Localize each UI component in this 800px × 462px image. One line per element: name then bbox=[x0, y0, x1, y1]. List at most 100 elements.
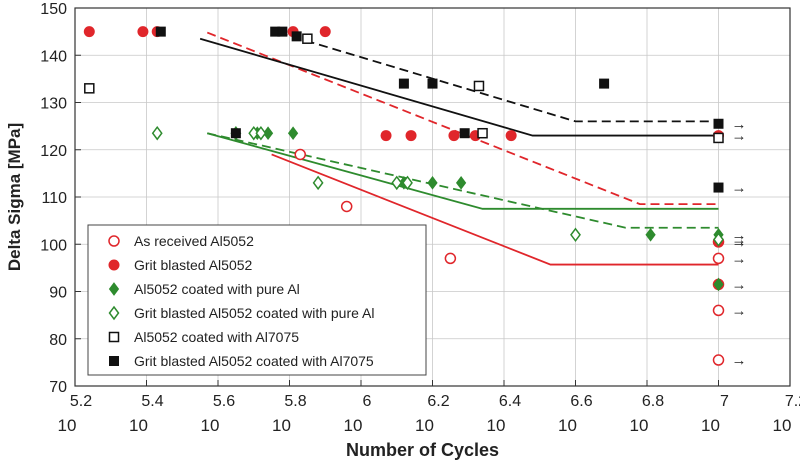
point-grit-blasted-al5052-coated-with-pure-al bbox=[402, 175, 413, 191]
fit-line-grit-blasted-al5052-coated-with-pure-al bbox=[207, 132, 719, 229]
point-al5052-coated-with-pure-al bbox=[455, 175, 467, 190]
runout-arrow: → bbox=[732, 276, 747, 293]
point-al5052-coated-with-al7075 bbox=[302, 33, 313, 44]
x-tick-base: 10 bbox=[129, 416, 148, 435]
point-grit-blasted-al5052-coated-with-al7075 bbox=[713, 182, 724, 193]
point-grit-blasted-al5052 bbox=[505, 130, 517, 142]
point-grit-blasted-al5052-coated-with-al7075 bbox=[277, 26, 288, 37]
point-al5052-coated-with-pure-al bbox=[287, 126, 299, 141]
fit-line-al5052-coated-with-al7075 bbox=[278, 31, 719, 123]
x-tick-exponent: 6.8 bbox=[642, 393, 664, 410]
x-tick-exponent: 7 bbox=[720, 393, 729, 410]
point-grit-blasted-al5052 bbox=[448, 130, 460, 142]
point-as-received-al5052 bbox=[712, 354, 725, 366]
fit-line-as-received-al5052 bbox=[271, 153, 719, 266]
x-tick-exponent: 6.4 bbox=[499, 393, 521, 410]
y-tick-label: 90 bbox=[49, 285, 67, 302]
x-tick-exponent: 5.4 bbox=[141, 393, 163, 410]
legend-box bbox=[87, 224, 427, 376]
point-grit-blasted-al5052 bbox=[405, 130, 417, 142]
point-grit-blasted-al5052-coated-with-pure-al bbox=[391, 175, 403, 191]
runout-arrow: → bbox=[732, 352, 747, 369]
x-tick-base: 10 bbox=[487, 416, 506, 435]
x-tick-exponent: 6.6 bbox=[570, 393, 592, 410]
point-grit-blasted-al5052 bbox=[380, 130, 392, 142]
x-tick-base: 10 bbox=[344, 416, 363, 435]
y-tick-label: 140 bbox=[40, 48, 67, 65]
runout-arrow: → bbox=[732, 116, 747, 133]
legend-marker-al5052-coated-with-al7075 bbox=[108, 331, 120, 343]
x-tick-exponent: 6 bbox=[363, 393, 372, 410]
fit-line-al5052-coated-with-pure-al bbox=[207, 132, 719, 210]
plot-frame bbox=[74, 7, 791, 387]
point-grit-blasted-al5052-coated-with-al7075 bbox=[427, 78, 438, 89]
x-tick-exponent: 5.6 bbox=[213, 393, 235, 410]
runout-arrow: → bbox=[732, 302, 747, 319]
x-tick-base: 10 bbox=[201, 416, 220, 435]
y-tick-label: 110 bbox=[41, 190, 67, 207]
point-al5052-coated-with-pure-al bbox=[427, 175, 438, 190]
point-al5052-coated-with-pure-al bbox=[645, 227, 656, 242]
runout-arrow: → bbox=[732, 232, 747, 249]
point-grit-blasted-al5052-coated-with-al7075 bbox=[713, 118, 724, 129]
runout-arrow: → bbox=[732, 180, 747, 197]
x-tick-base: 10 bbox=[701, 416, 720, 435]
x-tick-exponent: 6.2 bbox=[427, 393, 449, 410]
y-tick-label: 120 bbox=[40, 143, 67, 160]
fit-line-grit-blasted-al5052-coated-with-al7075 bbox=[199, 37, 719, 137]
point-grit-blasted-al5052-coated-with-pure-al bbox=[151, 125, 163, 141]
legend-marker-grit-blasted-al5052 bbox=[108, 259, 120, 271]
point-grit-blasted-al5052-coated-with-al7075 bbox=[155, 26, 166, 37]
y-tick-label: 100 bbox=[40, 237, 67, 254]
x-tick-base: 10 bbox=[415, 416, 434, 435]
legend-label-grit-blasted-al5052: Grit blasted Al5052 bbox=[134, 257, 253, 273]
y-tick-label: 80 bbox=[49, 332, 67, 349]
x-tick-base: 10 bbox=[558, 416, 577, 435]
point-grit-blasted-al5052-coated-with-pure-al bbox=[713, 232, 724, 247]
y-tick-label: 150 bbox=[40, 1, 67, 18]
legend-marker-grit-blasted-al5052-coated-with-al7075 bbox=[109, 356, 119, 366]
point-grit-blasted-al5052-coated-with-pure-al bbox=[570, 227, 581, 243]
x-axis-label: Number of Cycles bbox=[346, 440, 499, 460]
point-grit-blasted-al5052 bbox=[137, 26, 149, 38]
legend-marker-grit-blasted-al5052-coated-with-pure-al bbox=[108, 305, 120, 321]
point-as-received-al5052 bbox=[444, 252, 457, 265]
runout-arrow: → bbox=[732, 128, 747, 145]
y-tick-labels: 70 80 90 100 110 120 130 140 150 bbox=[40, 1, 67, 396]
y-axis-label: Delta Sigma [MPa] bbox=[5, 123, 24, 271]
x-tick-exponent: 7.2 bbox=[785, 393, 800, 410]
legend-label-al5052-coated-with-al7075: Al5052 coated with Al7075 bbox=[134, 329, 299, 345]
point-as-received-al5052 bbox=[712, 252, 725, 265]
x-tick-base: 10 bbox=[272, 416, 291, 435]
fit-lines bbox=[199, 31, 719, 266]
legend-label-al5052-coated-with-pure-al: Al5052 coated with pure Al bbox=[134, 281, 300, 297]
legend-label-as-received-al5052: As received Al5052 bbox=[134, 233, 254, 249]
point-as-received-al5052 bbox=[712, 304, 725, 317]
point-grit-blasted-al5052-coated-with-pure-al bbox=[255, 125, 267, 141]
runout-arrow: → bbox=[732, 250, 747, 267]
point-grit-blasted-al5052-coated-with-al7075 bbox=[459, 128, 470, 139]
legend: As received Al5052 Grit blasted Al5052 Al5… bbox=[87, 224, 427, 376]
point-grit-blasted-al5052-coated-with-pure-al bbox=[248, 125, 260, 141]
point-as-received-al5052 bbox=[294, 148, 306, 161]
x-tick-labels: 5.2105.4105.6105.8106106.2106.4106.6106.… bbox=[58, 393, 800, 435]
legend-label-grit-blasted-al5052-coated-with-al7075: Grit blasted Al5052 coated with Al7075 bbox=[134, 353, 374, 369]
point-al5052-coated-with-al7075 bbox=[84, 83, 95, 94]
point-al5052-coated-with-pure-al bbox=[262, 126, 274, 141]
point-grit-blasted-al5052-coated-with-al7075 bbox=[398, 78, 409, 89]
x-tick-base: 10 bbox=[58, 416, 77, 435]
runout-arrow: → bbox=[732, 234, 747, 251]
legend-marker-as-received-al5052 bbox=[108, 235, 120, 247]
point-al5052-coated-with-pure-al bbox=[713, 277, 724, 292]
runout-arrows: →→→→→→→→→→ bbox=[732, 116, 747, 369]
point-grit-blasted-al5052-coated-with-pure-al bbox=[312, 175, 324, 191]
point-grit-blasted-al5052-coated-with-al7075 bbox=[291, 31, 302, 42]
x-tick-exponent: 5.2 bbox=[70, 393, 92, 410]
point-al5052-coated-with-al7075 bbox=[477, 127, 488, 139]
data-points bbox=[83, 26, 725, 366]
point-al5052-coated-with-al7075 bbox=[473, 80, 485, 92]
point-al5052-coated-with-al7075 bbox=[713, 132, 724, 144]
runout-arrow: → bbox=[732, 227, 747, 244]
x-tick-base: 10 bbox=[630, 416, 649, 435]
